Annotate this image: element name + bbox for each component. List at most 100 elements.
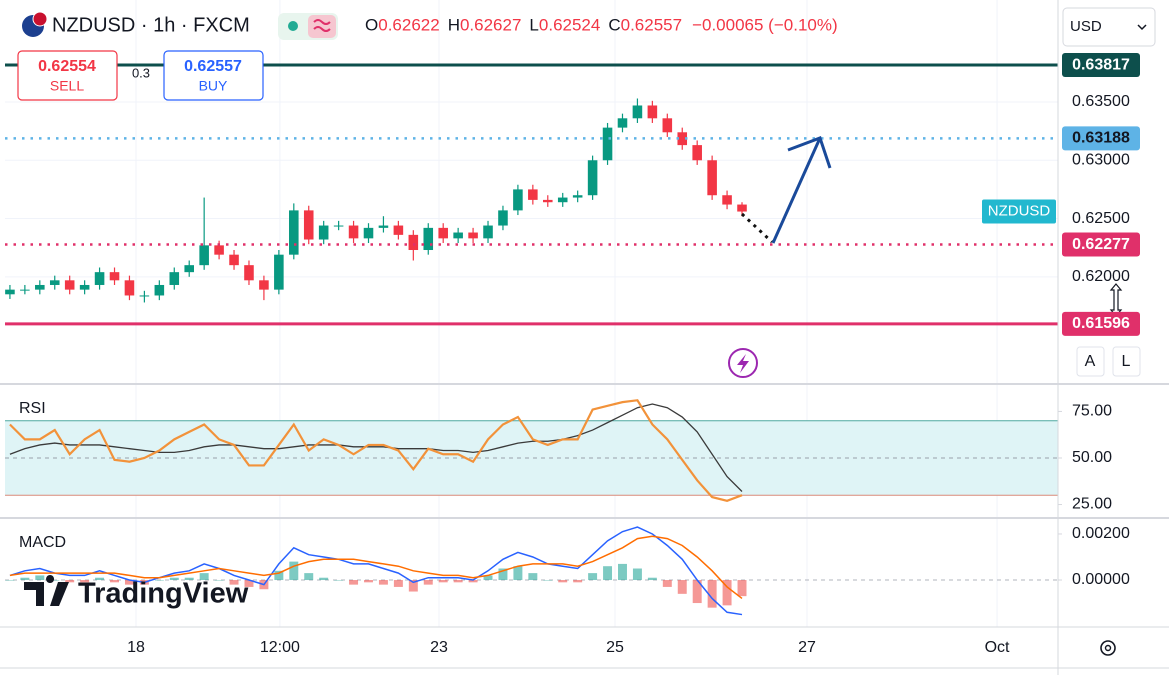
price-level-tag xyxy=(1062,126,1140,151)
y-tick-label: 0.00200 xyxy=(1072,525,1130,542)
change-text: −0.00065 (−0.10%) xyxy=(692,15,838,34)
logo-icon xyxy=(24,575,69,606)
candle-body xyxy=(632,105,643,119)
candle-body xyxy=(363,227,374,239)
symbol-tag-label: NZDUSD xyxy=(988,203,1051,220)
y-tick-label: 0.63500 xyxy=(1072,93,1130,110)
histogram-bar xyxy=(677,580,687,594)
candle-body xyxy=(49,280,60,285)
histogram-bar xyxy=(632,568,642,581)
histogram-bar xyxy=(319,577,329,581)
symbol-title[interactable]: NZDUSD · 1h · FXCM xyxy=(52,14,250,36)
settings-button[interactable] xyxy=(1100,640,1116,656)
logo-text: TradingView xyxy=(78,578,249,610)
buy-button[interactable] xyxy=(163,50,264,101)
macd-line xyxy=(9,526,743,616)
settings-icon xyxy=(1104,644,1112,652)
x-tick-label: 12:00 xyxy=(260,639,300,656)
histogram-bar xyxy=(423,580,433,585)
histogram-bar xyxy=(199,573,209,581)
ohlc-value: 0.62627 xyxy=(460,15,521,34)
histogram-bar xyxy=(50,580,60,581)
price-level-tag xyxy=(1062,311,1140,336)
sell-button[interactable] xyxy=(17,50,118,101)
candle-body xyxy=(244,265,254,281)
histogram-bar xyxy=(662,580,672,587)
ohlc-key: H xyxy=(448,15,460,34)
price-level-label: 0.61596 xyxy=(1072,315,1130,332)
spread: 0.3 xyxy=(132,65,150,80)
histogram-bar xyxy=(603,566,613,581)
y-tick-label: 25.00 xyxy=(1072,496,1112,513)
histogram-bar xyxy=(65,580,75,583)
histogram-bar xyxy=(229,580,239,585)
scale-button[interactable] xyxy=(1076,346,1105,377)
status-badge xyxy=(308,15,336,38)
candle-body xyxy=(737,204,747,212)
ohlc-legend: O 0.62622 H 0.62627 L 0.62524 C 0.62557 xyxy=(365,15,682,34)
histogram-bar xyxy=(588,573,598,581)
rsi-line xyxy=(9,403,743,492)
histogram-bar xyxy=(110,580,119,583)
histogram-bar xyxy=(453,580,463,583)
ohlc-key: L xyxy=(529,15,538,34)
histogram-bar xyxy=(722,580,732,606)
histogram-bar xyxy=(438,580,448,583)
candle-body xyxy=(722,195,732,205)
market-status xyxy=(288,21,298,31)
pane-title: MACD xyxy=(19,534,66,551)
candle-body xyxy=(557,197,568,203)
histogram-bar xyxy=(80,580,90,583)
buy-label: BUY xyxy=(199,78,228,94)
y-tick-label: 0.62000 xyxy=(1072,268,1130,285)
histogram-bar xyxy=(244,580,254,587)
candle-body xyxy=(483,225,493,239)
price-level-tag xyxy=(1062,232,1140,257)
scale-button-label: L xyxy=(1122,353,1131,370)
candle-body xyxy=(94,272,105,285)
symbol-tag xyxy=(982,199,1056,224)
candle-body xyxy=(378,225,389,228)
histogram-bar xyxy=(5,580,15,581)
histogram-bar xyxy=(483,575,493,581)
candle-body xyxy=(602,127,613,161)
y-tick-label: 50.00 xyxy=(1072,449,1112,466)
candle-body xyxy=(468,232,478,239)
ohlc-key: C xyxy=(608,15,620,34)
candle-body xyxy=(5,289,15,295)
candle-body xyxy=(572,195,583,198)
ohlc-value: 0.62622 xyxy=(378,15,439,34)
pane-title: RSI xyxy=(19,400,46,417)
candle-body xyxy=(274,254,284,290)
candle-body xyxy=(408,234,419,251)
candle-body xyxy=(438,227,448,239)
candle-body xyxy=(587,160,598,196)
currency-select[interactable] xyxy=(1062,7,1156,47)
histogram-bar xyxy=(498,568,508,581)
price-level-label: 0.63817 xyxy=(1072,56,1130,73)
candle-body xyxy=(169,272,180,285)
y-tick-label: 0.63000 xyxy=(1072,151,1130,168)
x-tick-label: 18 xyxy=(127,639,145,656)
scale-button[interactable] xyxy=(1112,346,1141,377)
currency-label: USD xyxy=(1070,18,1102,35)
histogram-bar xyxy=(364,580,373,583)
candle-body xyxy=(259,280,269,290)
candle-body xyxy=(184,265,194,273)
candle-body xyxy=(139,295,150,297)
candle-body xyxy=(214,245,224,255)
histogram-bar xyxy=(543,580,553,581)
histogram-bar xyxy=(692,580,702,604)
histogram-bar xyxy=(573,580,583,583)
candle-body xyxy=(229,254,239,266)
candle-body xyxy=(64,280,75,290)
buy-price: 0.62557 xyxy=(184,58,242,75)
candle-body xyxy=(543,199,553,203)
histogram-bar xyxy=(20,577,30,581)
histogram-bar xyxy=(393,580,403,587)
histogram-bar xyxy=(707,580,717,608)
mark-layer xyxy=(5,63,1058,616)
